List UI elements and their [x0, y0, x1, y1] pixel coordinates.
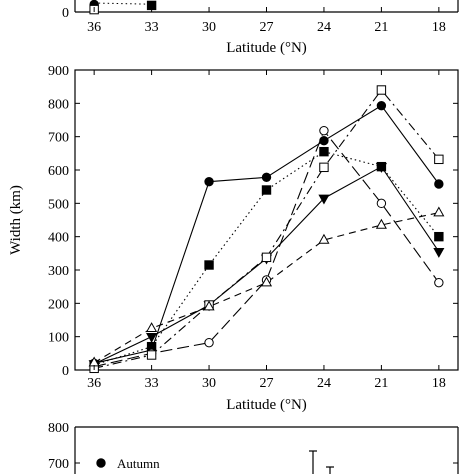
main-chart-y-axis-title: Width (km)	[8, 185, 24, 255]
series-line-3	[93, 165, 440, 365]
top-panel-x-ticks: 36 33 30 27 24 21 18	[87, 7, 446, 35]
series-1-point	[204, 176, 214, 187]
main-chart-y-ticks: 0 100 200 300 400 500 600 700 800 900	[48, 64, 458, 379]
series-4-point	[434, 277, 444, 288]
y-tick-label: 600	[48, 164, 69, 179]
bottom-panel-legend: Autumn	[96, 456, 160, 471]
bottom-panel-axes	[74, 426, 459, 474]
x-tick-label: 24	[317, 376, 331, 391]
x-tick-label: 30	[202, 376, 216, 391]
series-2-point	[261, 185, 272, 195]
x-tick-label: 36	[87, 376, 101, 391]
x-tick-label: 27	[260, 376, 274, 391]
series-6-point	[318, 233, 330, 244]
series-5-point	[319, 162, 329, 173]
y-tick-label: 0	[62, 364, 69, 379]
series-3-point	[433, 247, 445, 258]
y-tick-label: 500	[48, 197, 69, 212]
top-panel-chart: 36 33 30 27 24 21 18 0 Latitude (°N)	[62, 0, 459, 56]
series-3-point	[146, 332, 158, 343]
y-tick-label: 900	[48, 64, 69, 79]
series-3-point	[318, 194, 330, 205]
top-panel-series-line	[94, 2, 152, 5]
series-5-point	[261, 252, 272, 263]
x-tick-label: 18	[432, 376, 446, 391]
series-6-point	[375, 218, 387, 229]
y-tick-label: 400	[48, 231, 69, 246]
y-tick-label: 200	[48, 297, 69, 312]
series-line-6	[93, 212, 439, 364]
series-2-point	[204, 260, 214, 270]
series-2-point	[319, 146, 329, 157]
main-chart-x-ticks: 36 33 30 27 24 21 18	[87, 70, 446, 391]
top-panel-y-tick-label: 0	[62, 6, 69, 21]
main-chart-series	[88, 85, 445, 374]
y-tick-label: 300	[48, 264, 69, 279]
series-6-point	[146, 322, 158, 333]
bottom-panel-chart: 700 800 Autumn	[48, 421, 459, 474]
top-panel-x-tick-label: 21	[374, 20, 388, 35]
series-1-point	[376, 100, 387, 111]
top-panel-x-tick-label: 27	[260, 20, 274, 35]
series-line-5	[94, 89, 440, 369]
legend-marker-1	[96, 458, 106, 468]
series-3-point	[375, 162, 387, 173]
top-panel-x-axis-title: Latitude (°N)	[226, 40, 307, 56]
top-panel-y-ticks: 0	[62, 6, 69, 21]
top-panel-x-tick-label: 33	[145, 20, 159, 35]
series-1-point	[261, 172, 272, 183]
series-4-point	[204, 337, 214, 348]
legend-label-1: Autumn	[117, 456, 160, 471]
top-panel-x-tick-label: 18	[432, 20, 446, 35]
series-1-point	[434, 179, 444, 189]
y-tick-label: 800	[48, 97, 69, 112]
bottom-panel-y-tick-label: 800	[48, 421, 69, 436]
series-2-point	[434, 231, 444, 242]
series-5-point	[146, 350, 157, 360]
top-panel-x-tick-label: 36	[87, 20, 101, 35]
main-chart-x-axis-title: Latitude (°N)	[226, 397, 307, 413]
x-tick-label: 21	[374, 376, 388, 391]
series-6-point	[433, 206, 445, 217]
x-tick-label: 33	[145, 376, 159, 391]
main-chart-axes	[74, 69, 459, 371]
y-tick-label: 100	[48, 331, 69, 346]
top-panel-x-tick-label: 24	[317, 20, 331, 35]
series-5-point	[376, 85, 387, 95]
series-6-point	[260, 276, 273, 287]
series-4-point	[376, 198, 387, 209]
series-5-point	[434, 154, 444, 165]
bottom-panel-y-tick-label: 700	[48, 457, 69, 472]
series-4-point	[319, 125, 329, 136]
bottom-panel-marks	[309, 450, 334, 474]
y-tick-label: 700	[48, 131, 69, 146]
series-6-point	[203, 300, 215, 311]
bottom-panel-y-ticks: 700 800	[48, 421, 458, 472]
series-1-point	[319, 135, 329, 146]
main-chart-frame	[74, 69, 459, 371]
main-chart: 36 33 30 27 24 21 18 0 100 200 300 400 500 600 700 800…	[8, 64, 459, 413]
top-panel-x-tick-label: 30	[202, 20, 216, 35]
series-line-1	[94, 104, 440, 364]
